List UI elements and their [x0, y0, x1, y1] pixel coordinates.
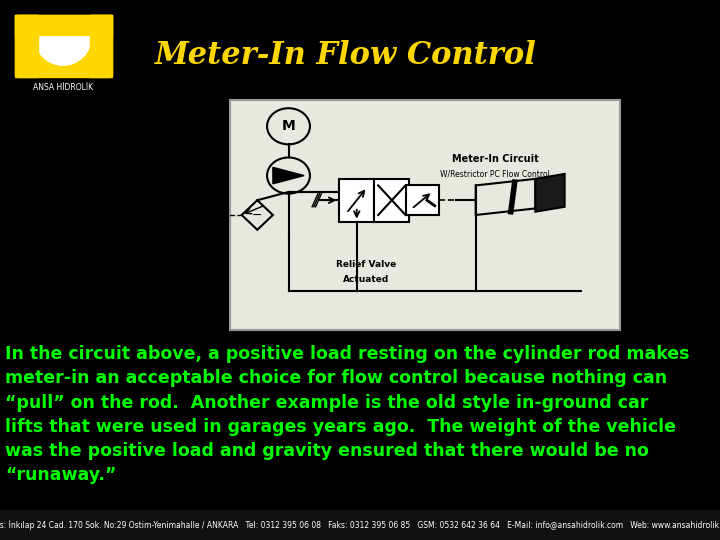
Text: Relief Valve: Relief Valve: [336, 260, 397, 269]
Text: −: −: [252, 208, 263, 221]
Text: Meter-In Circuit: Meter-In Circuit: [452, 154, 539, 164]
Bar: [90, 15, 110, 77]
Bar: [230, 100, 620, 330]
Bar: [374, 179, 410, 221]
Text: W/Restrictor PC Flow Control: W/Restrictor PC Flow Control: [440, 170, 550, 178]
Bar: [15, 15, 112, 37]
Text: In the circuit above, a positive load resting on the cylinder rod makes
meter-in: In the circuit above, a positive load re…: [5, 345, 690, 484]
Bar: [339, 179, 374, 221]
Text: ANSA HİDROLİK: ANSA HİDROLİK: [33, 83, 93, 92]
Text: M: M: [282, 119, 295, 133]
Bar: [18, 15, 38, 77]
Bar: [0, 510, 720, 540]
Wedge shape: [35, 37, 91, 65]
Bar: [90, 15, 112, 75]
Bar: [405, 185, 438, 215]
Text: Actuated: Actuated: [343, 274, 390, 284]
Polygon shape: [536, 174, 564, 212]
Bar: [15, 15, 112, 77]
Bar: [15, 15, 37, 75]
Polygon shape: [273, 167, 304, 184]
Wedge shape: [35, 37, 91, 65]
Text: Meter-In Flow Control: Meter-In Flow Control: [155, 39, 537, 71]
Text: Adres: İnkılap 24 Cad. 170 Sok. No:29 Ostim-Yenimahalle / ANKARA   Tel: 0312 395: Adres: İnkılap 24 Cad. 170 Sok. No:29 Os…: [0, 520, 720, 530]
